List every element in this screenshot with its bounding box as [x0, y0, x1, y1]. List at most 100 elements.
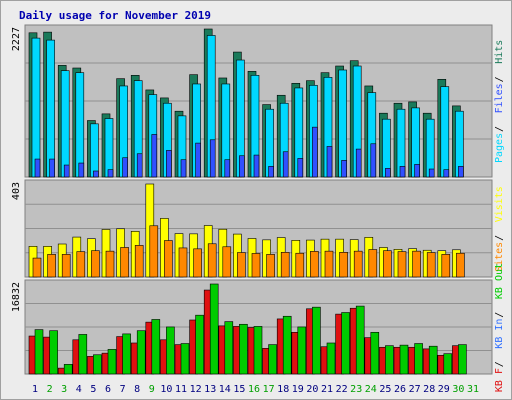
bar-kbytes-kb-out-day-24	[370, 331, 380, 375]
x-tick-label-day-28: 28	[423, 384, 435, 395]
legend-files: Files	[494, 83, 505, 113]
x-tick-label-day-15: 15	[233, 384, 245, 395]
panel-kbytes-max-label: 16832	[11, 282, 22, 312]
bar-visits-sites-day-8	[134, 245, 144, 278]
bar-hits-files-day-5	[90, 123, 99, 178]
bar-hits-pages-day-25	[385, 168, 391, 178]
bar-visits-sites-day-12	[193, 248, 202, 278]
bar-kbytes-kb-out-day-2	[49, 330, 58, 375]
legend-separator: /	[494, 235, 505, 241]
bar-kbytes-kb-out-day-26	[399, 344, 409, 375]
bar-kbytes-kb-out-day-14	[224, 321, 234, 375]
bar-visits-sites-day-9	[149, 225, 159, 278]
bar-visits-sites-day-20	[310, 251, 319, 278]
bar-kbytes-kb-out-day-19	[297, 326, 307, 375]
bar-visits-sites-day-18	[280, 252, 290, 278]
bar-hits-files-day-6	[104, 118, 114, 178]
bar-hits-pages-day-10	[166, 150, 172, 178]
bar-kbytes-kb-out-day-4	[78, 334, 88, 375]
bar-kbytes-kb-out-day-16	[253, 326, 263, 375]
x-tick-label-day-1: 1	[32, 384, 38, 395]
legend-hits: Hits	[494, 40, 505, 64]
x-tick-label-day-29: 29	[438, 384, 450, 395]
bar-kbytes-kb-out-day-30	[458, 344, 467, 375]
bar-hits-pages-day-13	[209, 139, 216, 178]
chart-title: Daily usage for November 2019	[19, 9, 211, 22]
x-tick-label-day-25: 25	[379, 384, 391, 395]
x-tick-label-day-8: 8	[134, 384, 140, 395]
x-tick-label-day-19: 19	[292, 384, 304, 395]
legend-separator: /	[494, 312, 505, 318]
bar-kbytes-kb-out-day-11	[180, 343, 190, 375]
bar-hits-pages-day-1	[34, 158, 41, 178]
bar-kbytes-kb-out-day-15	[239, 323, 248, 375]
bar-hits-pages-day-17	[268, 166, 274, 178]
legend-separator: /	[494, 361, 505, 367]
bar-visits-sites-day-2	[47, 254, 56, 278]
legend-pages: Pages	[494, 133, 505, 163]
legend-kb-in: KB In	[494, 319, 505, 349]
bar-visits-sites-day-14	[222, 246, 232, 278]
bar-hits-pages-day-7	[122, 157, 128, 178]
bar-visits-sites-day-15	[237, 252, 246, 278]
x-tick-label-day-9: 9	[149, 384, 155, 395]
legend-kb-f: KB F	[494, 368, 505, 392]
bar-visits-sites-day-1	[32, 257, 42, 278]
x-tick-label-day-14: 14	[219, 384, 231, 395]
bar-kbytes-kb-out-day-9	[151, 319, 161, 375]
bar-hits-pages-day-21	[326, 146, 333, 178]
bar-hits-files-day-2	[46, 39, 55, 178]
bar-visits-sites-day-4	[76, 251, 86, 278]
bar-kbytes-kb-out-day-29	[443, 353, 453, 375]
bar-kbytes-kb-out-day-7	[122, 333, 131, 375]
bar-hits-pages-day-19	[297, 158, 304, 178]
legend-separator: /	[494, 76, 505, 82]
x-tick-label-day-11: 11	[175, 384, 187, 395]
bar-visits-sites-day-26	[397, 251, 407, 278]
bar-hits-pages-day-14	[224, 159, 231, 178]
panel-visits-max-label: 403	[11, 182, 22, 200]
x-tick-label-day-3: 3	[61, 384, 67, 395]
bar-kbytes-kb-out-day-23	[355, 305, 365, 375]
legend-sites: Sites	[494, 242, 505, 272]
x-tick-label-day-22: 22	[336, 384, 348, 395]
bar-hits-pages-day-20	[312, 126, 318, 178]
bar-kbytes-kb-out-day-5	[93, 354, 102, 375]
bar-visits-sites-day-11	[178, 247, 188, 278]
x-tick-label-day-6: 6	[105, 384, 111, 395]
bar-kbytes-kb-out-day-13	[209, 283, 219, 375]
x-tick-label-day-16: 16	[248, 384, 260, 395]
bar-hits-pages-day-5	[93, 170, 99, 178]
bar-hits-pages-day-11	[180, 159, 187, 178]
bar-hits-pages-day-4	[78, 162, 85, 178]
x-tick-label-day-18: 18	[277, 384, 289, 395]
bar-visits-sites-day-21	[324, 250, 334, 278]
x-tick-label-day-4: 4	[76, 384, 82, 395]
x-tick-label-day-7: 7	[120, 384, 126, 395]
bar-kbytes-kb-out-day-27	[414, 343, 423, 375]
bar-hits-pages-day-2	[49, 158, 55, 178]
bar-visits-sites-day-6	[105, 250, 115, 278]
bar-kbytes-kb-out-day-20	[312, 306, 321, 375]
bar-hits-pages-day-28	[428, 168, 435, 178]
bar-kbytes-kb-out-day-28	[428, 345, 438, 375]
x-tick-label-day-26: 26	[394, 384, 406, 395]
bar-hits-files-day-3	[60, 70, 70, 178]
x-tick-label-day-30: 30	[452, 384, 464, 395]
bar-kbytes-kb-out-day-21	[326, 342, 336, 375]
bar-hits-pages-day-22	[341, 160, 347, 178]
bar-hits-pages-day-12	[195, 142, 201, 178]
x-tick-label-day-20: 20	[306, 384, 318, 395]
bar-hits-pages-day-24	[370, 143, 377, 178]
bar-visits-sites-day-7	[120, 247, 129, 278]
bar-hits-pages-day-15	[239, 155, 245, 178]
legend-separator: /	[494, 126, 505, 132]
bar-hits-pages-day-26	[399, 166, 406, 178]
bar-hits-pages-day-27	[414, 164, 420, 178]
bar-hits-pages-day-16	[253, 154, 260, 178]
bar-kbytes-kb-out-day-25	[385, 345, 394, 375]
bar-kbytes-kb-out-day-12	[195, 314, 204, 375]
bar-hits-files-day-4	[75, 72, 85, 178]
bar-visits-sites-day-3	[61, 254, 71, 278]
